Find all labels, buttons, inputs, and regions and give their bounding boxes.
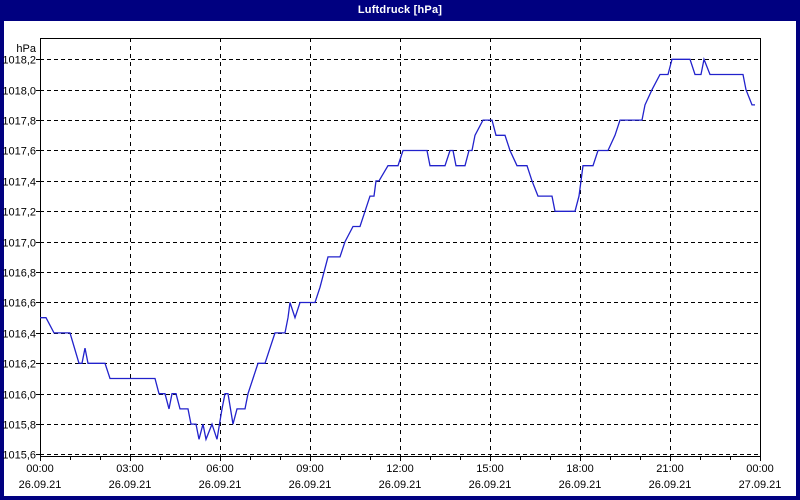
y-tick-label: 1017,4 [2,177,36,189]
y-tick-label: 1016,8 [2,268,36,280]
x-tick-time-label: 15:00 [476,463,504,475]
y-tick-label: 1016,2 [2,359,36,371]
x-tick-date-label: 26.09.21 [649,479,692,491]
x-tick-time-label: 18:00 [566,463,594,475]
y-tick-label: 1016,4 [2,329,36,341]
x-tick-time-label: 00:00 [746,463,774,475]
x-tick-time-label: 09:00 [296,463,324,475]
x-tick-time-label: 06:00 [206,463,234,475]
y-tick-label: 1018,0 [2,86,36,98]
chart-title: Luftdruck [hPa] [0,0,800,21]
y-tick-label: 1016,0 [2,390,36,402]
y-tick-label: 1017,0 [2,238,36,250]
y-tick-label: 1017,8 [2,116,36,128]
pressure-line [40,57,755,442]
y-tick-label: 1017,2 [2,207,36,219]
x-tick-date-label: 26.09.21 [379,479,422,491]
x-tick-time-label: 00:00 [26,463,54,475]
y-tick-label: 1016,6 [2,298,36,310]
y-tick-label: 1018,2 [2,55,36,67]
x-tick-date-label: 27.09.21 [739,479,782,491]
x-tick-time-label: 03:00 [116,463,144,475]
y-tick-label: 1015,8 [2,420,36,432]
y-tick-label: 1017,6 [2,146,36,158]
x-tick-time-label: 21:00 [656,463,684,475]
x-tick-date-label: 26.09.21 [109,479,152,491]
plot-frame [40,38,761,457]
y-tick-label: 1015,6 [2,450,36,462]
x-tick-date-label: 26.09.21 [289,479,332,491]
x-tick-date-label: 26.09.21 [469,479,512,491]
y-axis-unit-label: hPa [16,43,36,55]
x-tick-date-label: 26.09.21 [19,479,62,491]
x-tick-time-label: 12:00 [386,463,414,475]
x-tick-date-label: 26.09.21 [559,479,602,491]
x-tick-date-label: 26.09.21 [199,479,242,491]
